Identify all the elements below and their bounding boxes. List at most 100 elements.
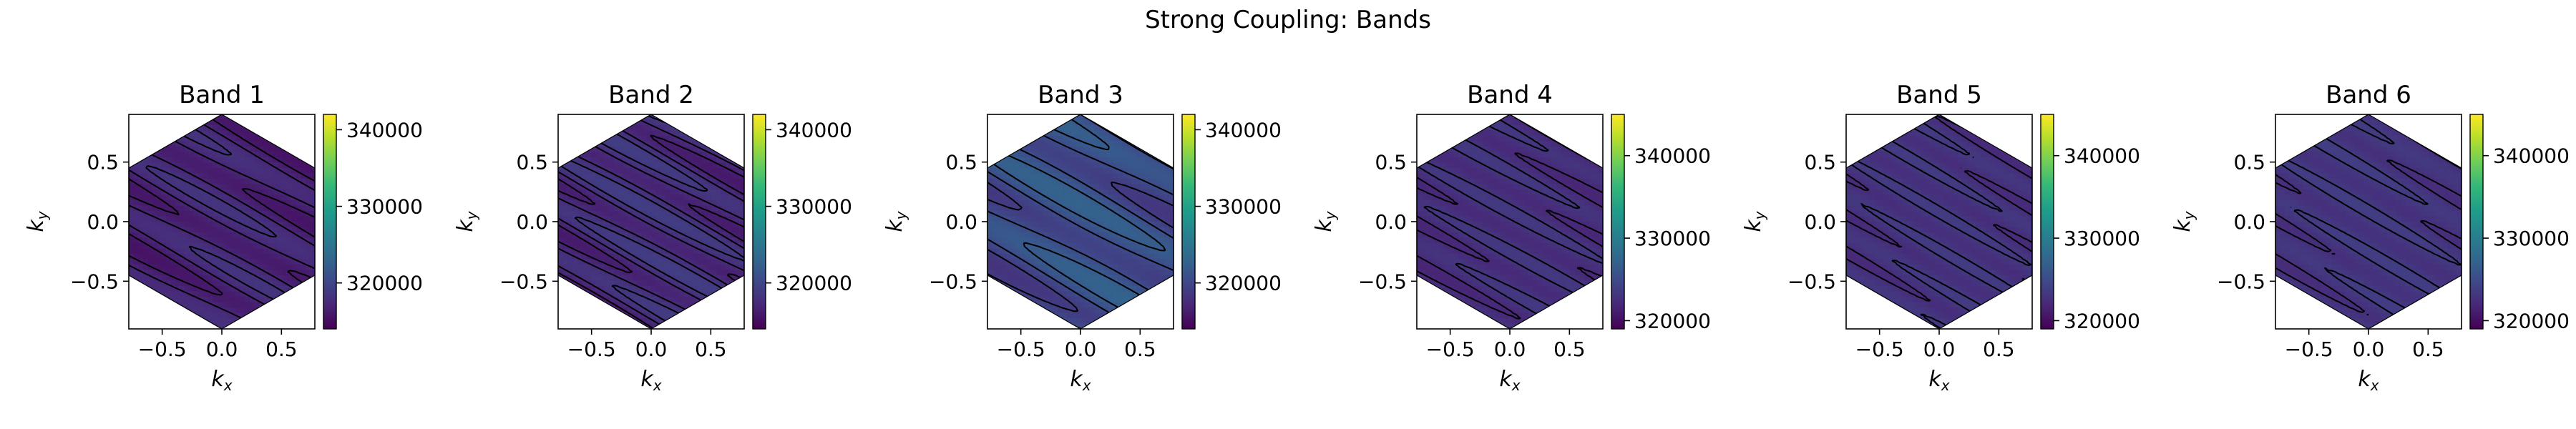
heatmap-cell xyxy=(665,194,670,201)
heatmap-cell xyxy=(245,222,250,228)
heatmap-cell xyxy=(161,254,167,260)
heatmap-cell xyxy=(1075,265,1081,271)
heatmap-cell xyxy=(1421,205,1427,212)
heatmap-cell xyxy=(642,179,648,185)
heatmap-cell xyxy=(142,216,148,222)
heatmap-cell xyxy=(138,297,144,303)
heatmap-cell xyxy=(282,179,288,185)
heatmap-cell xyxy=(1066,179,1072,185)
heatmap-cell xyxy=(1071,222,1077,228)
heatmap-cell xyxy=(698,216,703,222)
heatmap-cell xyxy=(268,280,274,287)
heatmap-cell xyxy=(152,205,157,212)
heatmap-cell xyxy=(273,130,278,137)
heatmap-cell xyxy=(730,216,736,222)
heatmap-cell xyxy=(231,232,237,239)
heatmap-cell xyxy=(1090,307,1096,314)
heatmap-cell xyxy=(1127,216,1133,222)
heatmap-cell xyxy=(655,280,661,287)
heatmap-cell xyxy=(628,222,633,228)
heatmap-cell xyxy=(1071,152,1077,158)
heatmap-cell xyxy=(707,194,713,201)
heatmap-cell xyxy=(628,114,633,121)
heatmap-cell xyxy=(586,136,592,142)
heatmap-cell xyxy=(170,280,176,287)
heatmap-cell xyxy=(1006,307,1012,314)
heatmap-cell xyxy=(1010,280,1016,287)
heatmap-cell xyxy=(992,254,997,260)
heatmap-cell xyxy=(702,291,708,297)
heatmap-cell xyxy=(1164,130,1170,137)
heatmap-cell xyxy=(245,147,250,153)
heatmap-cell xyxy=(1108,179,1114,185)
heatmap-cell xyxy=(166,162,172,169)
heatmap-cell xyxy=(987,318,993,325)
heatmap-cell xyxy=(735,243,741,250)
heatmap-cell xyxy=(1108,275,1114,282)
heatmap-cell xyxy=(1029,194,1035,201)
heatmap-cell xyxy=(157,237,162,244)
heatmap-cell xyxy=(1417,243,1423,250)
heatmap-cell xyxy=(147,307,153,314)
heatmap-cell xyxy=(674,259,680,265)
heatmap-cell xyxy=(674,184,680,190)
heatmap-cell xyxy=(600,286,605,292)
heatmap-cell xyxy=(567,291,573,297)
heatmap-cell xyxy=(698,312,703,319)
heatmap-cell xyxy=(142,222,148,228)
heatmap-cell xyxy=(1150,216,1156,222)
heatmap-cell xyxy=(562,254,568,260)
heatmap-cell xyxy=(1426,147,1432,153)
heatmap-cell xyxy=(1159,248,1165,255)
heatmap-cell xyxy=(203,307,209,314)
heatmap-cell xyxy=(287,130,293,137)
heatmap-cell xyxy=(1010,141,1016,147)
heatmap-cell xyxy=(1094,141,1100,147)
heatmap-cell xyxy=(1131,168,1137,174)
heatmap-cell xyxy=(1090,200,1096,207)
heatmap-cell xyxy=(1421,307,1427,314)
heatmap-cell xyxy=(1053,254,1058,260)
heatmap-cell xyxy=(605,179,610,185)
heatmap-cell xyxy=(997,119,1002,126)
heatmap-cell xyxy=(605,265,610,271)
heatmap-cell xyxy=(567,211,573,217)
heatmap-cell xyxy=(245,162,250,169)
heatmap-cell xyxy=(688,125,694,132)
heatmap-cell xyxy=(194,291,200,297)
heatmap-cell xyxy=(268,157,274,164)
heatmap-cell xyxy=(1146,162,1151,169)
heatmap-cell xyxy=(287,184,293,190)
heatmap-cell xyxy=(157,184,162,190)
heatmap-cell xyxy=(1010,254,1016,260)
heatmap-cell xyxy=(716,189,722,196)
heatmap-cell xyxy=(203,184,209,190)
heatmap-cell xyxy=(707,265,713,271)
heatmap-cell xyxy=(1108,194,1114,201)
heatmap-cell xyxy=(1426,168,1432,174)
heatmap-cell xyxy=(166,200,172,207)
heatmap-cell xyxy=(642,237,648,244)
heatmap-cell xyxy=(683,162,689,169)
heatmap-cell xyxy=(581,119,587,126)
heatmap-cell xyxy=(1108,173,1114,179)
heatmap-cell xyxy=(235,275,241,282)
heatmap-cell xyxy=(1053,157,1058,164)
heatmap-cell xyxy=(623,259,629,265)
heatmap-cell xyxy=(726,227,731,233)
heatmap-cell xyxy=(138,227,144,233)
heatmap-cell xyxy=(1071,297,1077,303)
heatmap-cell xyxy=(301,302,306,308)
heatmap-cell xyxy=(1159,302,1165,308)
heatmap-cell xyxy=(213,168,218,174)
heatmap-cell xyxy=(1057,259,1063,265)
heatmap-cell xyxy=(1020,114,1025,121)
heatmap-cell xyxy=(716,152,722,158)
heatmap-cell xyxy=(1136,222,1142,228)
heatmap-cell xyxy=(245,216,250,222)
heatmap-cell xyxy=(1103,270,1109,276)
heatmap-cell xyxy=(572,184,577,190)
heatmap-cell xyxy=(572,259,577,265)
heatmap-cell xyxy=(235,168,241,174)
heatmap-cell xyxy=(1029,141,1035,147)
